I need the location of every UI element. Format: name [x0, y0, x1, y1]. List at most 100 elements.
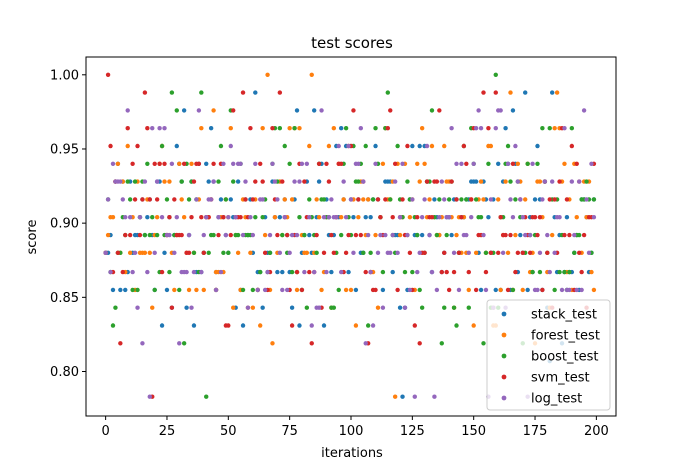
data-point: [400, 394, 405, 399]
data-point: [405, 232, 410, 238]
data-point: [162, 250, 167, 256]
data-point: [456, 250, 462, 256]
data-point: [277, 250, 283, 256]
data-point: [361, 197, 366, 202]
data-point: [493, 90, 498, 95]
data-point: [589, 161, 594, 167]
x-axis-ticks: 0 25 50 75 100 125 150 175 200: [101, 416, 609, 439]
data-point: [419, 232, 425, 238]
data-point: [211, 232, 216, 238]
data-point: [137, 215, 143, 220]
data-point: [424, 179, 430, 184]
data-point: [508, 90, 513, 95]
data-point: [483, 287, 489, 293]
data-point: [486, 215, 491, 220]
data-point: [231, 179, 236, 184]
data-point: [427, 197, 432, 202]
data-point: [405, 143, 410, 149]
y-tick-label: 0.85: [50, 291, 79, 306]
data-point: [304, 305, 310, 310]
data-point: [525, 161, 530, 167]
data-point: [569, 143, 575, 149]
data-point: [277, 126, 283, 131]
data-point: [442, 305, 447, 310]
data-point: [459, 215, 464, 220]
data-point: [503, 126, 508, 131]
data-point: [466, 269, 471, 275]
data-point: [184, 305, 189, 310]
data-point: [162, 161, 167, 167]
data-point: [478, 179, 484, 184]
data-point: [250, 287, 256, 293]
data-point: [334, 215, 339, 220]
data-point: [400, 197, 405, 202]
data-point: [248, 250, 253, 256]
data-point: [547, 269, 552, 275]
data-point: [297, 126, 302, 131]
data-point: [527, 232, 533, 238]
data-point: [113, 305, 118, 310]
data-point: [189, 161, 194, 167]
data-point: [478, 287, 484, 293]
data-point: [407, 287, 413, 293]
data-point: [103, 250, 108, 256]
data-point: [373, 232, 378, 238]
legend-item: stack_test: [501, 308, 597, 323]
y-axis-ticks: 0.80 0.85 0.90 0.95 1.00: [50, 68, 86, 380]
data-point: [464, 197, 469, 202]
data-point: [535, 143, 540, 149]
data-point: [380, 161, 386, 167]
data-point: [562, 232, 567, 238]
data-point: [123, 215, 128, 220]
data-point: [343, 287, 349, 293]
data-point: [150, 126, 155, 131]
data-point: [137, 232, 143, 238]
x-tick-label: 200: [584, 424, 609, 439]
data-point: [162, 126, 167, 131]
data-point: [461, 143, 467, 149]
data-point: [270, 341, 275, 346]
data-point: [169, 161, 175, 167]
data-point: [287, 126, 292, 131]
data-point: [154, 215, 160, 220]
data-point: [228, 126, 233, 131]
data-point: [579, 287, 584, 293]
data-point: [110, 161, 116, 167]
data-point: [326, 143, 332, 149]
data-point: [550, 179, 555, 184]
data-point: [289, 197, 295, 202]
data-point: [557, 215, 562, 220]
data-point: [569, 179, 575, 184]
data-point: [496, 250, 501, 256]
data-point: [552, 126, 557, 131]
data-point: [321, 250, 327, 256]
data-point: [294, 269, 300, 275]
data-point: [410, 143, 415, 149]
data-point: [250, 232, 256, 238]
data-point: [110, 215, 116, 220]
data-point: [530, 161, 535, 167]
data-point: [562, 161, 567, 167]
x-tick-label: 75: [281, 424, 298, 439]
data-point: [365, 197, 371, 202]
data-point: [591, 287, 597, 293]
data-point: [307, 143, 312, 149]
data-point: [162, 179, 167, 184]
data-point: [459, 161, 464, 167]
data-point: [429, 215, 435, 220]
data-point: [446, 215, 452, 220]
data-point: [581, 232, 587, 238]
data-point: [569, 126, 575, 131]
data-point: [365, 232, 371, 238]
data-point: [302, 232, 307, 238]
data-point: [152, 161, 157, 167]
data-point: [346, 269, 351, 275]
data-point: [265, 269, 270, 275]
data-point: [402, 269, 408, 275]
data-point: [368, 250, 373, 256]
data-point: [140, 341, 145, 346]
data-point: [260, 197, 265, 202]
data-point: [319, 108, 324, 113]
data-point: [311, 269, 317, 275]
